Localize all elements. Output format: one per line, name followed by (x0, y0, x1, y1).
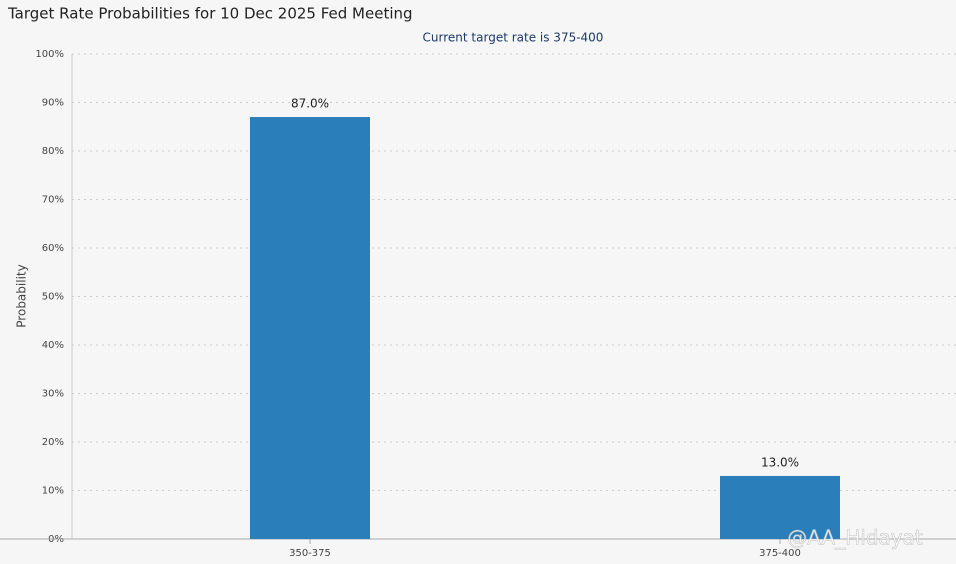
value-label: 13.0% (761, 455, 799, 469)
bar (720, 475, 840, 539)
y-axis-label: Probability (15, 264, 29, 327)
y-tick-label: 20% (42, 437, 64, 448)
y-tick-label: 60% (42, 243, 64, 254)
y-tick-label: 50% (42, 292, 64, 303)
y-tick-label: 70% (42, 195, 64, 206)
chart-subtitle: Current target rate is 375-400 (423, 31, 604, 45)
y-tick-label: 90% (42, 98, 64, 109)
chart-title: Target Rate Probabilities for 10 Dec 202… (7, 5, 413, 23)
value-label: 87.0% (291, 97, 329, 111)
y-tick-label: 100% (35, 49, 64, 60)
y-tick-label: 40% (42, 340, 64, 351)
y-tick-label: 30% (42, 389, 64, 400)
bar (250, 117, 370, 540)
x-tick-label: 375-400 (759, 548, 801, 559)
watermark: @AA_Hidayat (787, 526, 923, 550)
y-tick-label: 80% (42, 146, 64, 157)
x-tick-label: 350-375 (289, 548, 331, 559)
y-tick-label: 10% (42, 486, 64, 497)
